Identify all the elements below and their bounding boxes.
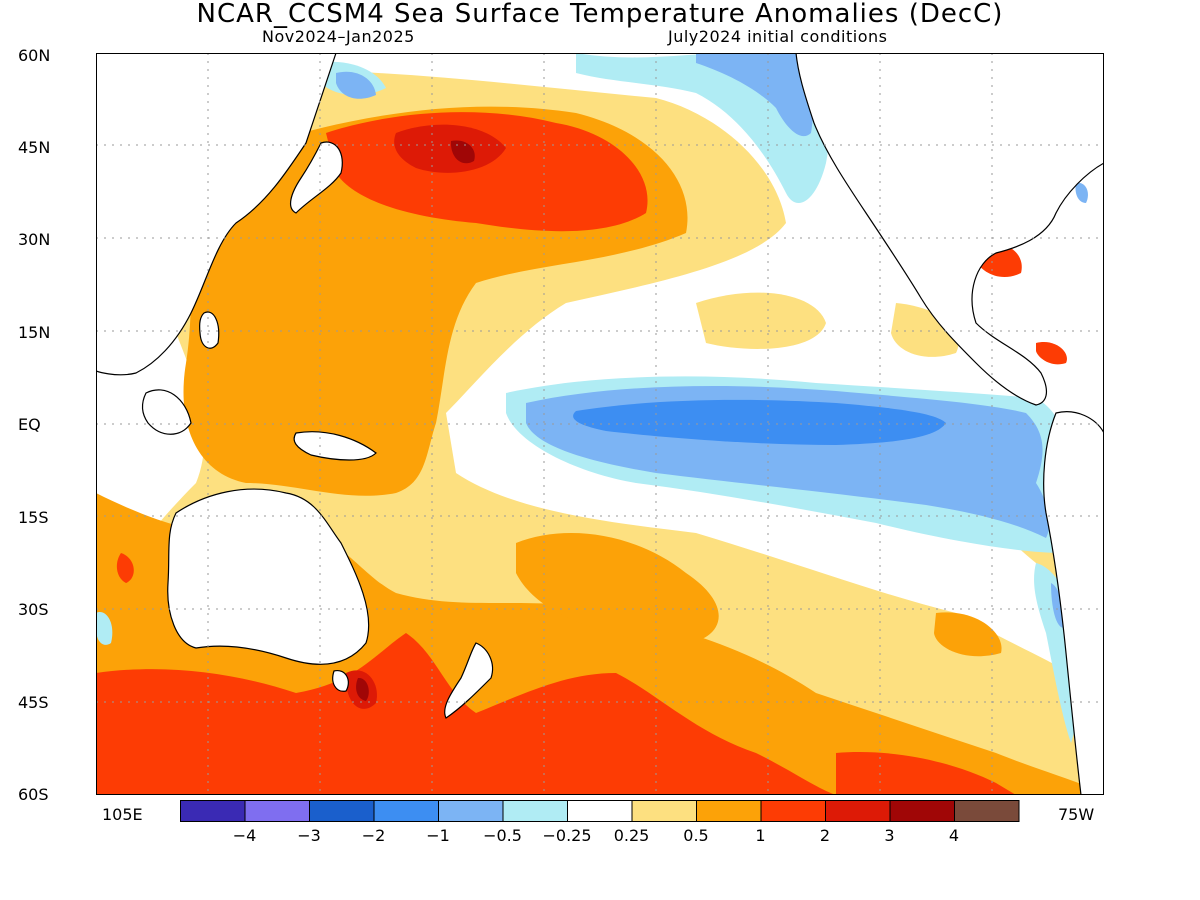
map-canvas xyxy=(96,53,1104,795)
japan-landmass xyxy=(289,141,343,214)
colorbar-swatch xyxy=(502,800,568,822)
forecast-period: Nov2024–Jan2025 xyxy=(262,27,415,46)
lat-label-30s: 30S xyxy=(18,600,49,619)
land-masses xyxy=(96,53,1104,795)
lon-label-west-edge: 105E xyxy=(102,805,143,824)
colorbar-swatch xyxy=(825,800,891,822)
colorbar-swatch xyxy=(954,800,1020,822)
colorbar-swatch xyxy=(180,800,246,822)
colorbar-swatch xyxy=(438,800,504,822)
colorbar-swatch xyxy=(244,800,310,822)
colorbar-tick-label: −3 xyxy=(297,826,321,845)
lat-label-eq: EQ xyxy=(18,415,41,434)
colorbar-swatch xyxy=(567,800,633,822)
map-title: NCAR_CCSM4 Sea Surface Temperature Anoma… xyxy=(196,0,1004,29)
colorbar-tick-label: 0.25 xyxy=(613,826,650,845)
colorbar-swatch xyxy=(696,800,762,822)
initial-conditions: July2024 initial conditions xyxy=(668,27,888,46)
colorbar-swatch xyxy=(373,800,439,822)
anomaly-3-region xyxy=(356,140,475,701)
lat-label-60s: 60S xyxy=(18,785,49,804)
graticule xyxy=(96,53,1104,795)
colorbar-tick-label: −1 xyxy=(426,826,450,845)
colorbar-tick-label: 3 xyxy=(884,826,895,845)
lat-label-15s: 15S xyxy=(18,508,49,527)
sst-anomaly-map xyxy=(96,53,1104,795)
lat-label-45s: 45S xyxy=(18,693,49,712)
philippines-landmass xyxy=(199,311,220,349)
asia-landmass xyxy=(96,53,337,376)
colorbar-tick-label: −0.5 xyxy=(483,826,522,845)
colorbar-tick-label: −0.25 xyxy=(542,826,592,845)
colorbar-swatch xyxy=(309,800,375,822)
tasmania-landmass xyxy=(332,669,349,692)
colorbar-swatch xyxy=(760,800,826,822)
colorbar-tick-label: 0.5 xyxy=(683,826,709,845)
map-frame xyxy=(96,53,1104,795)
colorbar-swatch xyxy=(889,800,955,822)
colorbar-tick-label: 1 xyxy=(755,826,766,845)
borneo-landmass xyxy=(141,389,192,435)
colorbar-tick-label: 4 xyxy=(948,826,960,845)
lat-label-45n: 45N xyxy=(18,138,51,157)
anomaly-minus-1-region xyxy=(573,399,946,445)
colorbar-tick-label: −2 xyxy=(361,826,386,845)
colorbar-tick-label: 2 xyxy=(819,826,831,845)
lat-label-60n: 60N xyxy=(18,46,51,65)
colorbar-swatch xyxy=(631,800,697,822)
lat-label-30n: 30N xyxy=(18,230,51,249)
new-guinea-landmass xyxy=(293,431,377,461)
colorbar-tick-label: −4 xyxy=(232,826,257,845)
lon-label-east-edge: 75W xyxy=(1058,805,1095,824)
australia-landmass xyxy=(167,488,370,665)
new-zealand-landmass xyxy=(444,642,494,719)
colorbar xyxy=(180,800,1020,822)
north-america-landmass xyxy=(795,53,1104,406)
lat-label-15n: 15N xyxy=(18,323,51,342)
